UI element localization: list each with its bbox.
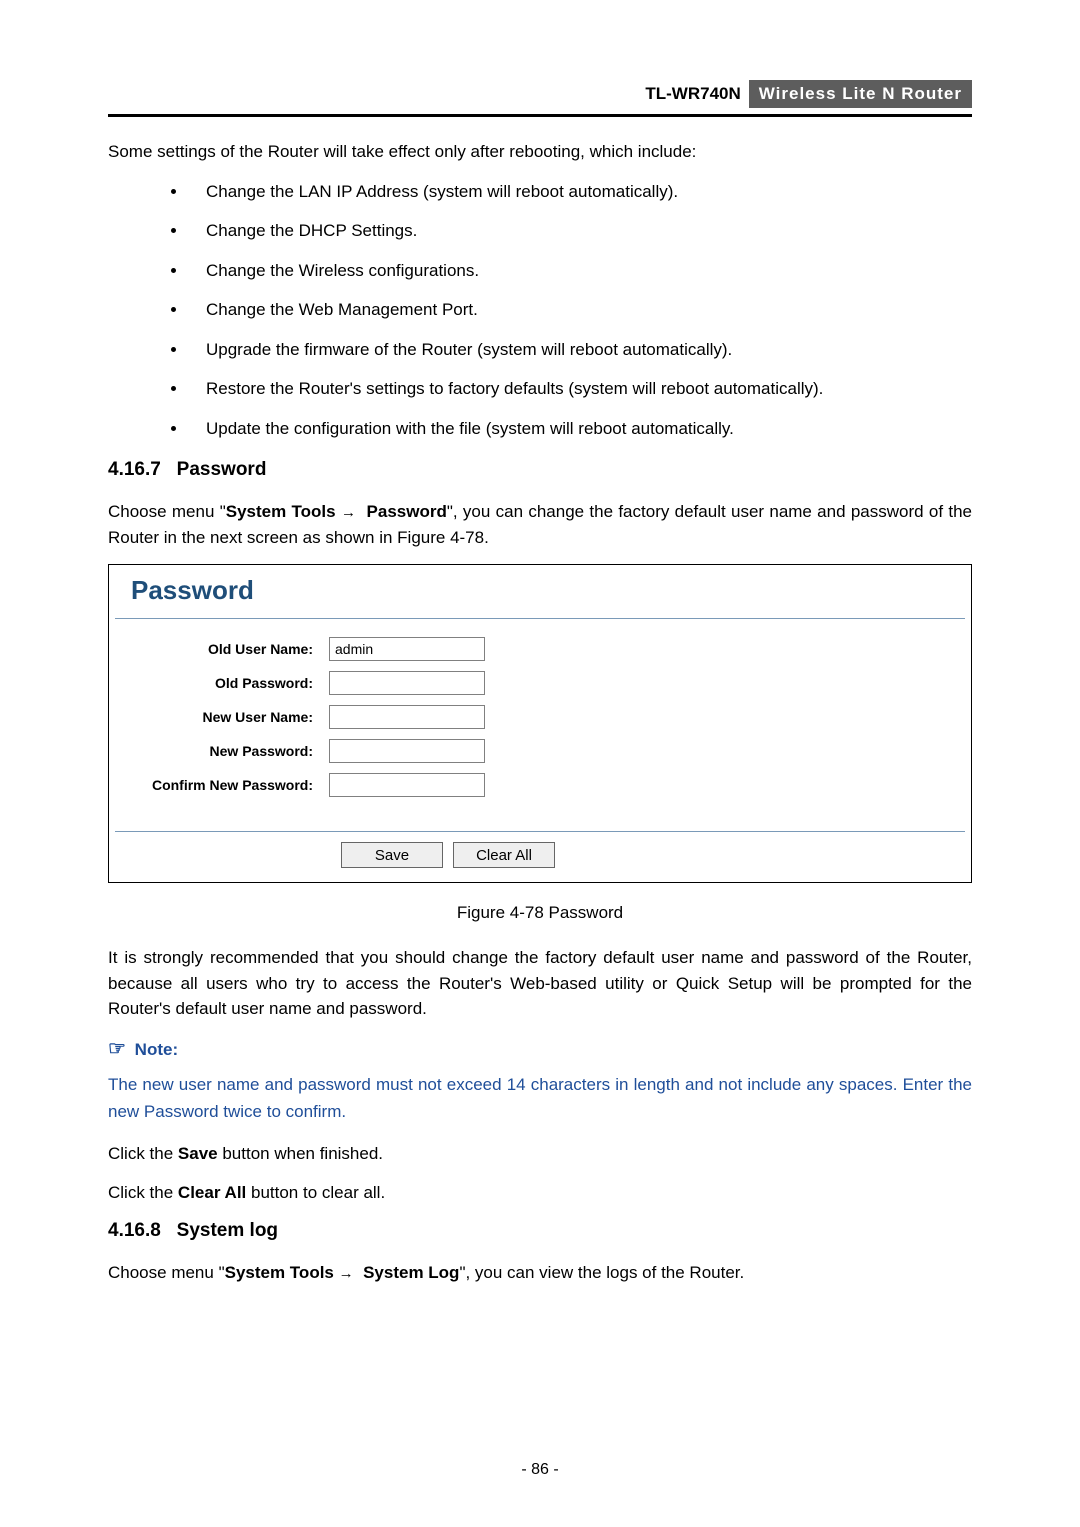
menu-path-2: System Log: [363, 1263, 459, 1282]
figure-button-row: Save Clear All: [109, 832, 971, 882]
section-title: Password: [177, 459, 267, 480]
list-item: Change the Wireless configurations.: [188, 258, 972, 284]
text-suffix: button to clear all.: [246, 1183, 385, 1202]
note-label: Note:: [135, 1040, 178, 1059]
page-number: - 86 -: [0, 1461, 1080, 1479]
product-model: TL-WR740N: [645, 84, 740, 104]
recommendation-text: It is strongly recommended that you shou…: [108, 945, 972, 1022]
note-heading: ☞ Note:: [108, 1036, 972, 1061]
syslog-paragraph: Choose menu "System Tools → System Log",…: [108, 1260, 972, 1286]
note-text: The new user name and password must not …: [108, 1071, 972, 1125]
list-item: Update the configuration with the file (…: [188, 416, 972, 442]
new-username-label: New User Name:: [121, 709, 329, 725]
confirm-password-input[interactable]: [329, 773, 485, 797]
text-bold: Save: [178, 1144, 218, 1163]
section-heading-password: 4.16.7 Password: [108, 459, 972, 481]
intro-text: Some settings of the Router will take ef…: [108, 139, 972, 165]
para-prefix: Choose menu ": [108, 1263, 225, 1282]
product-title: Wireless Lite N Router: [749, 80, 972, 108]
reboot-bullet-list: Change the LAN IP Address (system will r…: [108, 179, 972, 442]
password-form: Old User Name: Old Password: New User Na…: [109, 619, 971, 831]
text-prefix: Click the: [108, 1144, 178, 1163]
old-username-label: Old User Name:: [121, 641, 329, 657]
confirm-password-label: Confirm New Password:: [121, 777, 329, 793]
new-username-input[interactable]: [329, 705, 485, 729]
para-prefix: Choose menu ": [108, 502, 226, 521]
list-item: Restore the Router's settings to factory…: [188, 376, 972, 402]
password-figure: Password Old User Name: Old Password: Ne…: [108, 564, 972, 883]
section-heading-syslog: 4.16.8 System log: [108, 1220, 972, 1242]
new-password-input[interactable]: [329, 739, 485, 763]
pointing-hand-icon: ☞: [108, 1036, 126, 1061]
arrow-icon: →: [339, 1265, 354, 1282]
click-save-text: Click the Save button when finished.: [108, 1141, 972, 1167]
new-password-label: New Password:: [121, 743, 329, 759]
list-item: Change the LAN IP Address (system will r…: [188, 179, 972, 205]
old-password-label: Old Password:: [121, 675, 329, 691]
page-header: TL-WR740N Wireless Lite N Router: [108, 80, 972, 108]
para-suffix: ", you can view the logs of the Router.: [459, 1263, 744, 1282]
password-paragraph: Choose menu "System Tools → Password", y…: [108, 499, 972, 550]
menu-path-2: Password: [367, 502, 447, 521]
figure-caption: Figure 4-78 Password: [108, 903, 972, 923]
menu-path-1: System Tools: [225, 1263, 334, 1282]
header-rule: [108, 114, 972, 117]
figure-title: Password: [109, 565, 971, 618]
list-item: Change the DHCP Settings.: [188, 218, 972, 244]
arrow-icon: →: [341, 504, 356, 521]
section-title: System log: [177, 1220, 278, 1241]
list-item: Upgrade the firmware of the Router (syst…: [188, 337, 972, 363]
list-item: Change the Web Management Port.: [188, 297, 972, 323]
section-number: 4.16.8: [108, 1220, 161, 1241]
old-username-input[interactable]: [329, 637, 485, 661]
click-clear-text: Click the Clear All button to clear all.: [108, 1180, 972, 1206]
save-button[interactable]: Save: [341, 842, 443, 868]
text-bold: Clear All: [178, 1183, 246, 1202]
menu-path-1: System Tools: [226, 502, 336, 521]
old-password-input[interactable]: [329, 671, 485, 695]
text-prefix: Click the: [108, 1183, 178, 1202]
section-number: 4.16.7: [108, 459, 161, 480]
clear-all-button[interactable]: Clear All: [453, 842, 555, 868]
text-suffix: button when finished.: [218, 1144, 383, 1163]
